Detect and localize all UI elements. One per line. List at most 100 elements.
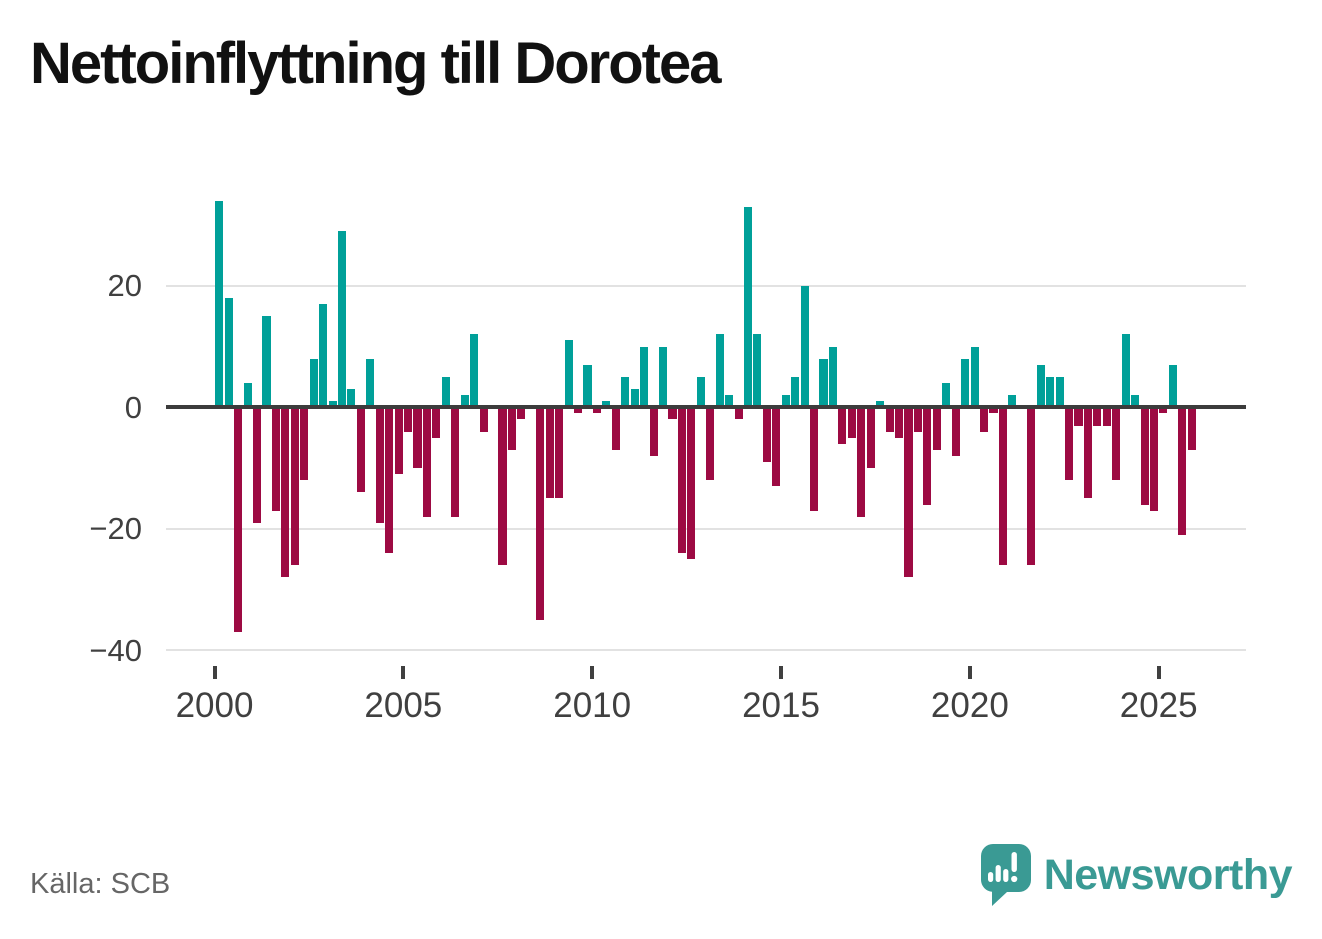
bar-2009-q4 xyxy=(583,364,592,408)
bar-2025-q3 xyxy=(1178,407,1187,535)
bar-2005-q1 xyxy=(404,407,413,432)
bar-2015-q3 xyxy=(800,285,809,408)
bar-2012-q1 xyxy=(668,407,677,420)
bar-2015-q1 xyxy=(781,395,790,408)
x-axis-label-2015: 2015 xyxy=(742,686,820,725)
bar-2018-q2 xyxy=(904,407,913,578)
bar-2018-q4 xyxy=(923,407,932,505)
bar-2013-q1 xyxy=(706,407,715,481)
bar-2004-q3 xyxy=(385,407,394,554)
bar-2008-q3 xyxy=(536,407,545,620)
bar-2002-q1 xyxy=(290,407,299,566)
bar-2016-q3 xyxy=(838,407,847,444)
bar-2022-q2 xyxy=(1055,376,1064,408)
bar-2025-q1 xyxy=(1159,407,1168,414)
bar-2002-q4 xyxy=(319,303,328,408)
bar-2006-q1 xyxy=(441,376,450,408)
bar-2000-q2 xyxy=(224,297,233,408)
x-axis-label-2000: 2000 xyxy=(175,686,254,725)
zero-baseline xyxy=(166,405,1246,410)
newsworthy-logo-text: Newsworthy xyxy=(1043,851,1293,899)
y-axis-label-0: 0 xyxy=(124,389,142,425)
bar-2011-q3 xyxy=(649,407,658,456)
bar-2013-q4 xyxy=(734,407,743,420)
bar-2005-q4 xyxy=(432,407,441,438)
bar-2010-q3 xyxy=(611,407,620,450)
bar-2022-q3 xyxy=(1064,407,1074,481)
bar-2010-q4 xyxy=(621,376,630,408)
gridline--20 xyxy=(166,527,1246,530)
x-tick-2025 xyxy=(1156,666,1161,679)
bar-2017-q3 xyxy=(876,401,885,408)
bar-2019-q4 xyxy=(961,358,970,408)
bar-2014-q3 xyxy=(762,407,771,462)
bar-2017-q4 xyxy=(885,407,894,432)
bar-2005-q2 xyxy=(413,407,422,469)
x-tick-2005 xyxy=(401,666,406,679)
bar-2023-q2 xyxy=(1093,407,1102,426)
bar-2002-q3 xyxy=(309,358,318,408)
bar-2016-q1 xyxy=(819,358,828,408)
y-axis-label-20: 20 xyxy=(107,268,142,304)
bar-2000-q1 xyxy=(215,200,224,408)
bar-2002-q2 xyxy=(300,407,309,481)
bar-2008-q1 xyxy=(517,407,526,420)
bar-2023-q4 xyxy=(1112,407,1121,481)
bar-2013-q2 xyxy=(715,334,724,408)
bar-2020-q2 xyxy=(980,407,989,432)
bar-2018-q1 xyxy=(895,407,904,438)
bar-2016-q4 xyxy=(847,407,856,438)
bar-2008-q4 xyxy=(545,407,554,499)
bar-2019-q2 xyxy=(942,382,951,408)
x-axis-label-2010: 2010 xyxy=(553,686,632,725)
gridline-20 xyxy=(166,284,1246,287)
bar-2023-q1 xyxy=(1083,407,1092,499)
bar-2017-q1 xyxy=(857,407,866,517)
x-tick-2020 xyxy=(967,666,972,679)
x-axis-label-2020: 2020 xyxy=(930,686,1009,725)
x-axis-label-2025: 2025 xyxy=(1119,686,1198,725)
bar-2025-q4 xyxy=(1187,407,1196,450)
bar-2018-q3 xyxy=(913,407,922,432)
bar-2011-q4 xyxy=(658,346,668,408)
bar-2020-q1 xyxy=(970,346,979,408)
bar-2004-q2 xyxy=(375,407,384,523)
bar-2021-q3 xyxy=(1027,407,1036,566)
bar-2024-q3 xyxy=(1140,407,1149,505)
bar-2020-q4 xyxy=(998,407,1007,566)
bar-2022-q1 xyxy=(1046,376,1055,408)
bar-2007-q1 xyxy=(479,407,488,432)
y-axis-label--20: −20 xyxy=(89,511,142,547)
chart-title: Nettoinflyttning till Dorotea xyxy=(30,31,721,96)
bar-2013-q3 xyxy=(725,395,734,408)
bar-2012-q3 xyxy=(687,407,696,560)
bar-2023-q3 xyxy=(1102,407,1111,426)
bar-2000-q4 xyxy=(243,382,252,408)
bar-2011-q2 xyxy=(640,346,649,408)
bar-2009-q2 xyxy=(564,340,573,408)
bar-2021-q4 xyxy=(1036,364,1045,408)
bar-2015-q2 xyxy=(791,376,800,408)
x-tick-2015 xyxy=(779,666,784,679)
bar-2007-q3 xyxy=(498,407,507,566)
bar-2006-q3 xyxy=(460,395,469,408)
bar-2015-q4 xyxy=(810,407,819,511)
bar-2003-q4 xyxy=(356,407,365,493)
bar-2000-q3 xyxy=(234,407,243,633)
bar-2020-q3 xyxy=(989,407,998,414)
bar-2022-q4 xyxy=(1074,407,1083,426)
y-axis-label--40: −40 xyxy=(89,632,142,668)
gridline--40 xyxy=(166,649,1246,652)
bar-2014-q4 xyxy=(772,407,781,487)
bar-2025-q2 xyxy=(1168,364,1177,408)
bar-2003-q3 xyxy=(347,389,356,408)
bar-2005-q3 xyxy=(422,407,432,517)
bar-2001-q2 xyxy=(262,316,271,408)
bar-2010-q2 xyxy=(602,401,611,408)
newsworthy-logo-icon xyxy=(980,844,1031,906)
source-caption: Källa: SCB xyxy=(30,868,171,900)
bar-2001-q1 xyxy=(252,407,262,523)
bar-2012-q4 xyxy=(696,376,705,408)
bar-2009-q3 xyxy=(573,407,583,414)
